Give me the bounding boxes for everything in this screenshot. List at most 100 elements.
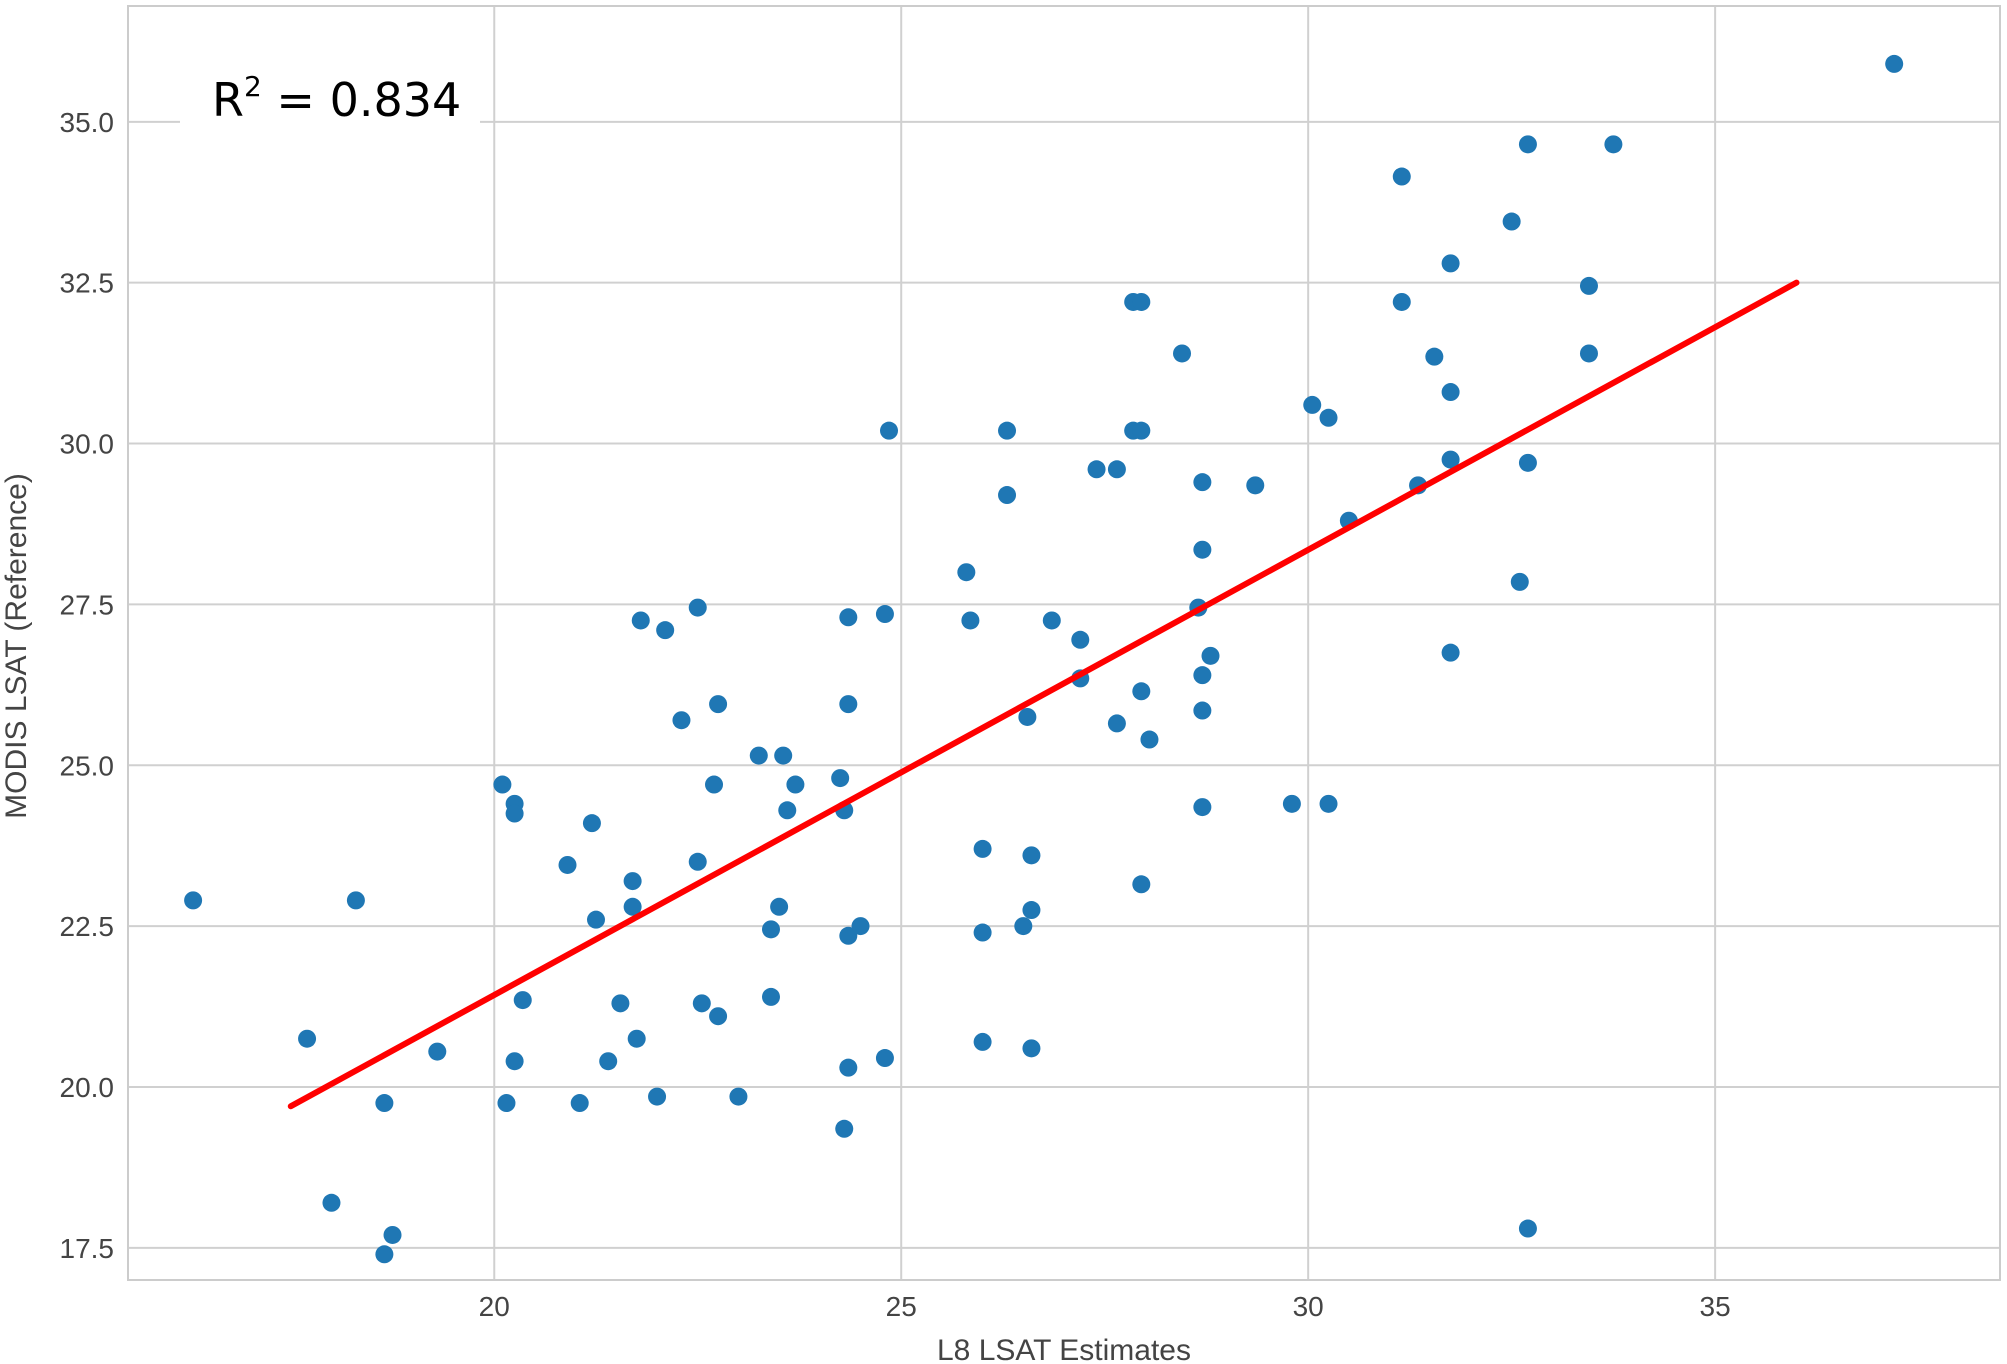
data-point (1518, 1219, 1537, 1238)
data-point (973, 923, 992, 942)
data-point (1193, 473, 1212, 492)
data-point (582, 814, 601, 833)
data-point (1425, 347, 1444, 366)
data-point (973, 839, 992, 858)
data-point (957, 563, 976, 582)
data-point (1107, 460, 1126, 479)
data-point (627, 1029, 646, 1048)
data-point (1087, 460, 1106, 479)
r-squared-annotation: R2 = 0.834 (212, 70, 461, 127)
data-point (998, 421, 1017, 440)
data-point (631, 611, 650, 630)
data-point (570, 1094, 589, 1113)
data-point (851, 917, 870, 936)
data-point (1518, 453, 1537, 472)
y-tick-label: 25.0 (60, 750, 115, 781)
data-point (692, 994, 711, 1013)
data-point (587, 910, 605, 929)
data-point (1132, 875, 1151, 894)
x-axis-title: L8 LSAT Estimates (937, 1334, 1191, 1364)
x-tick-label: 30 (1293, 1291, 1324, 1322)
y-tick-label: 35.0 (60, 107, 115, 138)
data-point (688, 598, 707, 617)
data-point (497, 1094, 516, 1113)
y-tick-label: 17.5 (60, 1233, 115, 1264)
data-points (184, 54, 1904, 1264)
y-tick-label: 32.5 (60, 268, 115, 299)
data-point (1018, 707, 1037, 726)
data-point (1132, 292, 1151, 311)
data-point (505, 804, 524, 823)
data-point (839, 608, 858, 627)
data-point (1201, 646, 1220, 665)
data-point (1140, 730, 1159, 749)
data-point (761, 920, 780, 939)
data-point (831, 769, 850, 788)
annotation-background (180, 58, 480, 138)
regression-line (287, 279, 1800, 1110)
data-point (1246, 476, 1265, 495)
data-point (770, 897, 789, 916)
data-point (1107, 714, 1126, 733)
y-tick-label: 22.5 (60, 911, 115, 942)
data-point (1022, 901, 1041, 920)
data-point (778, 801, 797, 820)
data-point (493, 775, 512, 794)
data-point (1604, 135, 1623, 154)
data-point (709, 695, 728, 714)
data-point (383, 1225, 402, 1244)
data-point (672, 711, 691, 730)
data-point (1132, 682, 1151, 701)
y-tick-label: 20.0 (60, 1072, 115, 1103)
data-point (1319, 408, 1338, 427)
x-tick-labels: 20 25 30 35 (479, 1291, 1731, 1322)
data-point (761, 987, 780, 1006)
data-point (875, 605, 894, 624)
data-point (875, 1049, 894, 1068)
data-point (705, 775, 724, 794)
data-point (1502, 212, 1521, 231)
y-axis-title: MODIS LSAT (Reference) (0, 473, 33, 819)
data-point (835, 1119, 854, 1138)
data-point (1441, 450, 1460, 469)
data-point (880, 421, 899, 440)
data-point (648, 1087, 667, 1106)
data-point (1579, 276, 1598, 295)
data-point (1193, 798, 1212, 817)
data-point (839, 1058, 858, 1077)
data-point (1173, 344, 1192, 363)
data-point (623, 897, 642, 916)
data-point (774, 746, 793, 765)
data-point (428, 1042, 447, 1061)
data-point (1579, 344, 1598, 363)
data-point (1193, 701, 1212, 720)
data-point (1303, 395, 1322, 414)
data-point (1042, 611, 1061, 630)
data-point (1441, 254, 1460, 273)
x-tick-label: 20 (479, 1291, 510, 1322)
y-tick-label: 30.0 (60, 429, 115, 460)
data-point (375, 1094, 394, 1113)
y-tick-label: 27.5 (60, 589, 115, 620)
data-point (709, 1007, 728, 1026)
data-point (558, 855, 577, 874)
data-point (839, 695, 858, 714)
x-tick-label: 25 (886, 1291, 917, 1322)
data-point (1282, 794, 1301, 813)
data-point (611, 994, 630, 1013)
data-point (184, 891, 203, 910)
data-point (1193, 666, 1212, 685)
r-squared-exponent: 2 (244, 70, 262, 103)
data-point (599, 1052, 618, 1071)
data-point (1132, 421, 1151, 440)
plot-frame (127, 5, 2001, 1281)
data-point (1014, 917, 1033, 936)
data-point (973, 1032, 992, 1051)
data-point (961, 611, 980, 630)
data-point (375, 1245, 394, 1264)
grid-lines (128, 6, 2000, 1280)
y-tick-labels: 17.5 20.0 22.5 25.0 27.5 30.0 32.5 35.0 (60, 107, 115, 1264)
data-point (839, 926, 858, 945)
data-point (1392, 292, 1411, 311)
